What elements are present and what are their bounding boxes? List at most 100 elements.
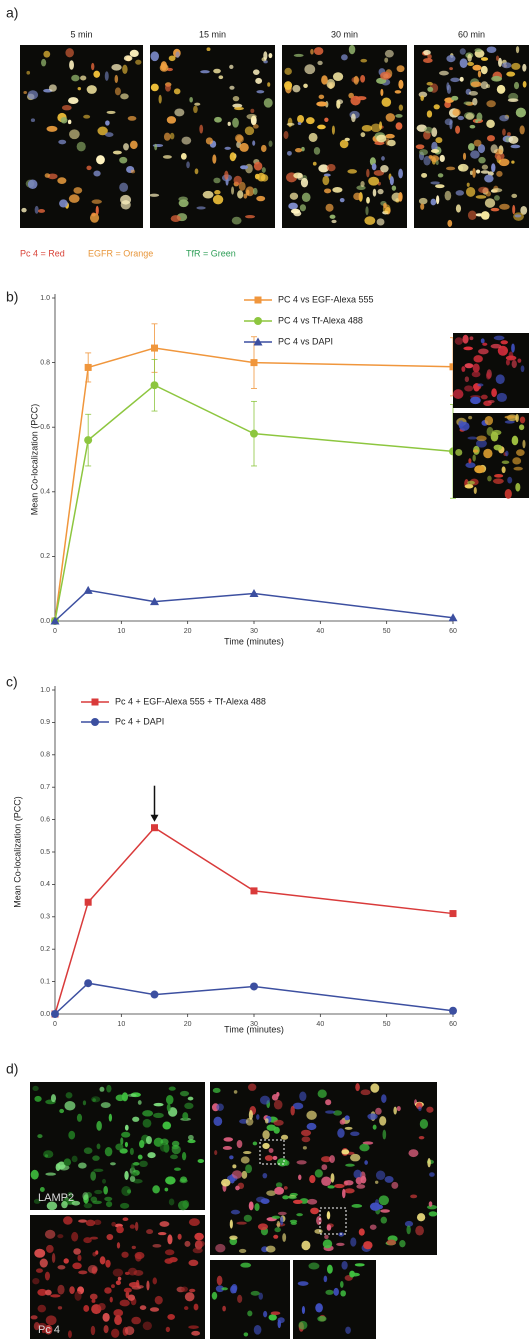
cell [284,81,293,90]
cell [288,202,298,210]
cell [48,84,57,92]
cell [33,1322,40,1331]
cell [472,97,478,106]
cell [317,124,326,130]
cell [430,181,440,185]
cell [490,207,500,212]
cell [337,1128,345,1138]
cell [373,170,385,176]
cell [462,334,469,344]
cell [83,1237,92,1244]
cell [159,1221,170,1227]
cell [120,93,129,100]
cell [317,1315,327,1322]
cell [174,1167,181,1171]
x-axis-label: Time (minutes) [224,636,284,646]
cell [339,197,345,203]
cell [372,188,377,197]
cell [238,1248,247,1253]
cell [376,1204,384,1210]
cell [73,187,83,194]
x-tick-label: 30 [250,628,258,635]
cell [202,190,214,199]
cell [351,113,356,123]
marker [91,698,99,706]
marker [250,982,258,991]
cell [58,1164,70,1171]
cell [216,1275,223,1286]
cell [368,176,380,186]
cell [205,137,213,145]
cell [106,1084,112,1093]
cell [317,1089,327,1099]
marker [84,363,92,371]
cell [478,186,489,194]
cell [117,1276,122,1281]
cell [232,117,239,128]
cell [224,146,231,150]
cell [232,96,240,102]
cell [297,1281,309,1286]
cell [455,125,461,134]
cell [498,57,503,68]
cell [325,203,334,212]
cell [277,1211,287,1216]
cell [289,1219,298,1223]
cell [154,143,158,151]
cell [502,128,506,136]
x-tick-label: 60 [449,628,457,635]
cell [470,150,480,159]
cell [134,1221,139,1231]
cell [115,1280,121,1286]
cell [273,1099,283,1110]
cell [317,60,323,66]
cell [491,388,497,398]
marker [151,824,158,832]
cell [112,150,122,155]
marker [150,381,159,390]
cell [326,1224,332,1231]
marker [150,990,159,999]
cell [501,466,506,474]
cell [366,196,370,204]
cell [505,450,509,457]
cell [462,152,467,161]
cell [258,1292,264,1300]
cell [256,90,265,94]
cell [389,176,394,186]
cell [480,338,485,344]
cell [34,1248,46,1258]
cell [353,192,362,201]
legend-text: Pc 4 + DAPI [115,716,164,726]
cell [199,124,204,134]
cell [344,1115,350,1121]
cell [511,435,519,446]
cell [326,78,336,89]
cell [45,1172,57,1176]
cell [461,366,466,372]
cell [515,107,527,118]
cell [229,1155,234,1160]
cell [121,1131,131,1138]
cell [330,1173,335,1183]
cell [237,1294,243,1303]
cell [344,137,350,142]
cell [471,371,481,378]
cell [128,1282,140,1288]
cell [215,1285,225,1293]
legend-text: EGFR = Orange [88,248,153,258]
cell [474,48,482,53]
cell [179,1090,190,1097]
cell [446,55,456,63]
cell [283,131,289,140]
cell [262,1172,268,1179]
cell [92,1155,100,1161]
cell [299,204,307,212]
cell [463,101,472,105]
cell [314,1169,323,1178]
cell [292,84,301,93]
cell [473,139,482,147]
cell [393,1106,397,1115]
cell [327,1185,335,1189]
cell [381,97,392,107]
